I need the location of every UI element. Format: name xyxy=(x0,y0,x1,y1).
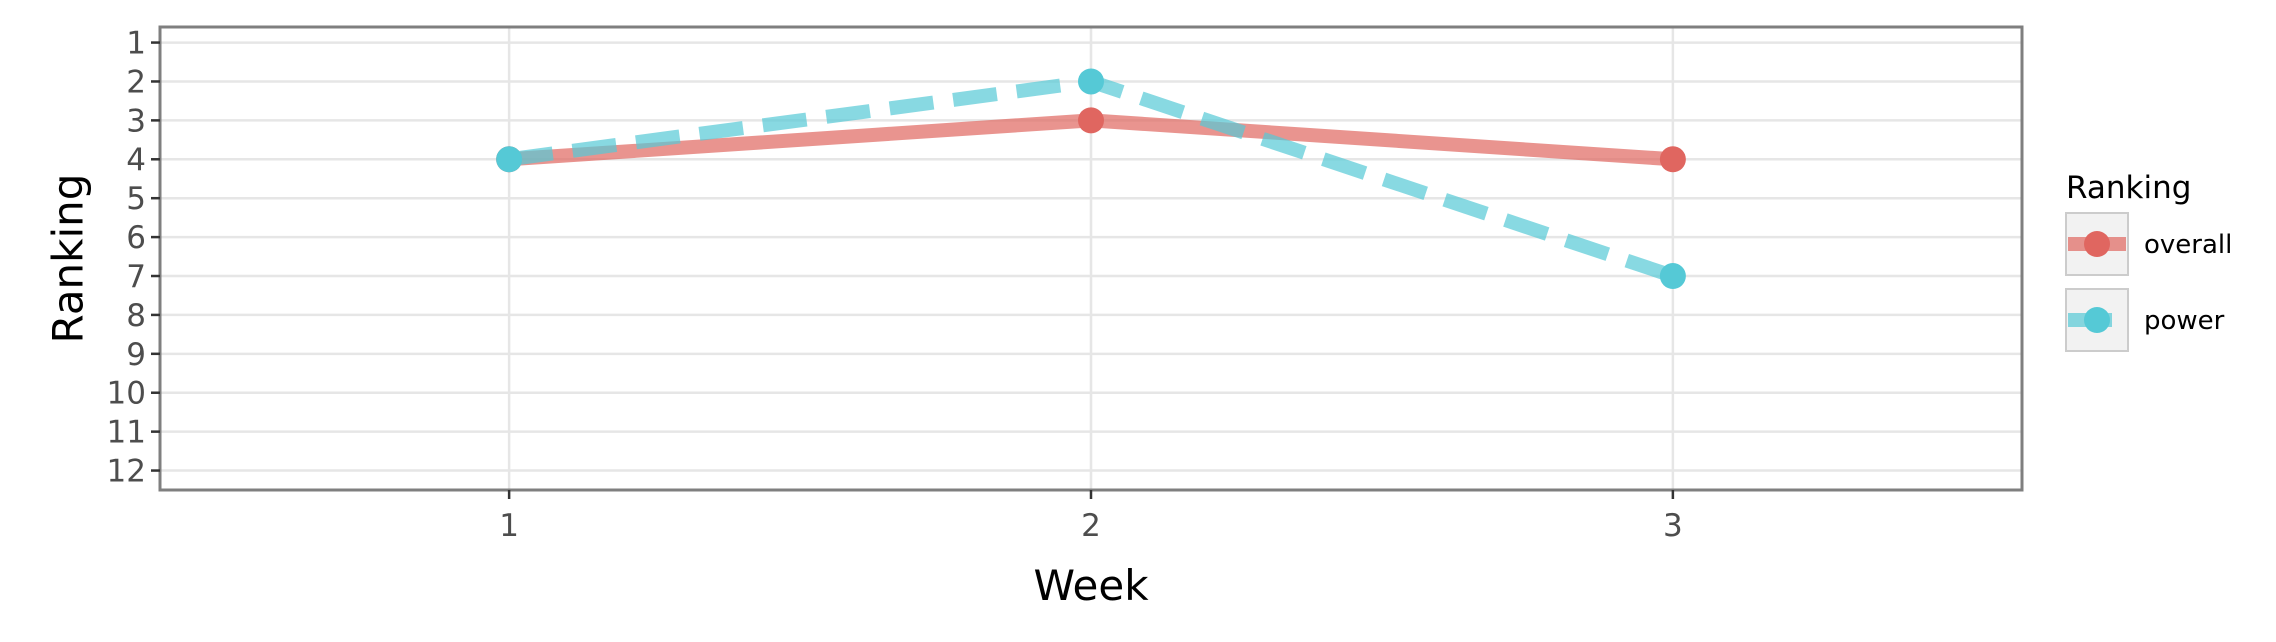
y-tick-label: 2 xyxy=(126,64,146,100)
y-axis-title: Ranking xyxy=(44,174,93,344)
y-tick-label: 9 xyxy=(126,337,146,373)
legend-label: overall xyxy=(2144,230,2232,260)
legend: Ranking overall power xyxy=(2065,170,2232,352)
x-tick-label: 1 xyxy=(499,508,519,544)
y-tick-label: 12 xyxy=(107,454,146,490)
legend-item-power: power xyxy=(2065,288,2225,352)
y-tick-label: 6 xyxy=(126,220,146,256)
series-layer xyxy=(496,68,1686,290)
legend-label: power xyxy=(2144,306,2225,336)
y-tick-label: 1 xyxy=(126,26,146,62)
legend-item-overall: overall xyxy=(2065,212,2232,276)
grid xyxy=(160,27,2022,490)
legend-key-point xyxy=(2084,231,2110,257)
y-tick-label: 3 xyxy=(126,103,146,139)
x-tick-label: 3 xyxy=(1663,508,1683,544)
series-power xyxy=(496,68,1686,290)
y-tick-label: 5 xyxy=(126,181,146,217)
y-tick-label: 4 xyxy=(126,142,146,178)
y-tick-label: 8 xyxy=(126,298,146,334)
y-tick-label: 10 xyxy=(107,376,146,412)
x-tick-label: 2 xyxy=(1081,508,1101,544)
data-point-overall xyxy=(1078,107,1104,134)
legend-key-point xyxy=(2084,307,2110,333)
x-axis-title: Week xyxy=(1033,561,1149,610)
y-tick-label: 11 xyxy=(107,415,146,451)
data-point-power xyxy=(496,146,523,173)
y-tick-label: 7 xyxy=(126,259,146,295)
legend-title: Ranking xyxy=(2066,170,2191,206)
data-point-overall xyxy=(1659,146,1686,173)
data-point-power xyxy=(1078,68,1104,95)
data-point-power xyxy=(1659,263,1686,290)
